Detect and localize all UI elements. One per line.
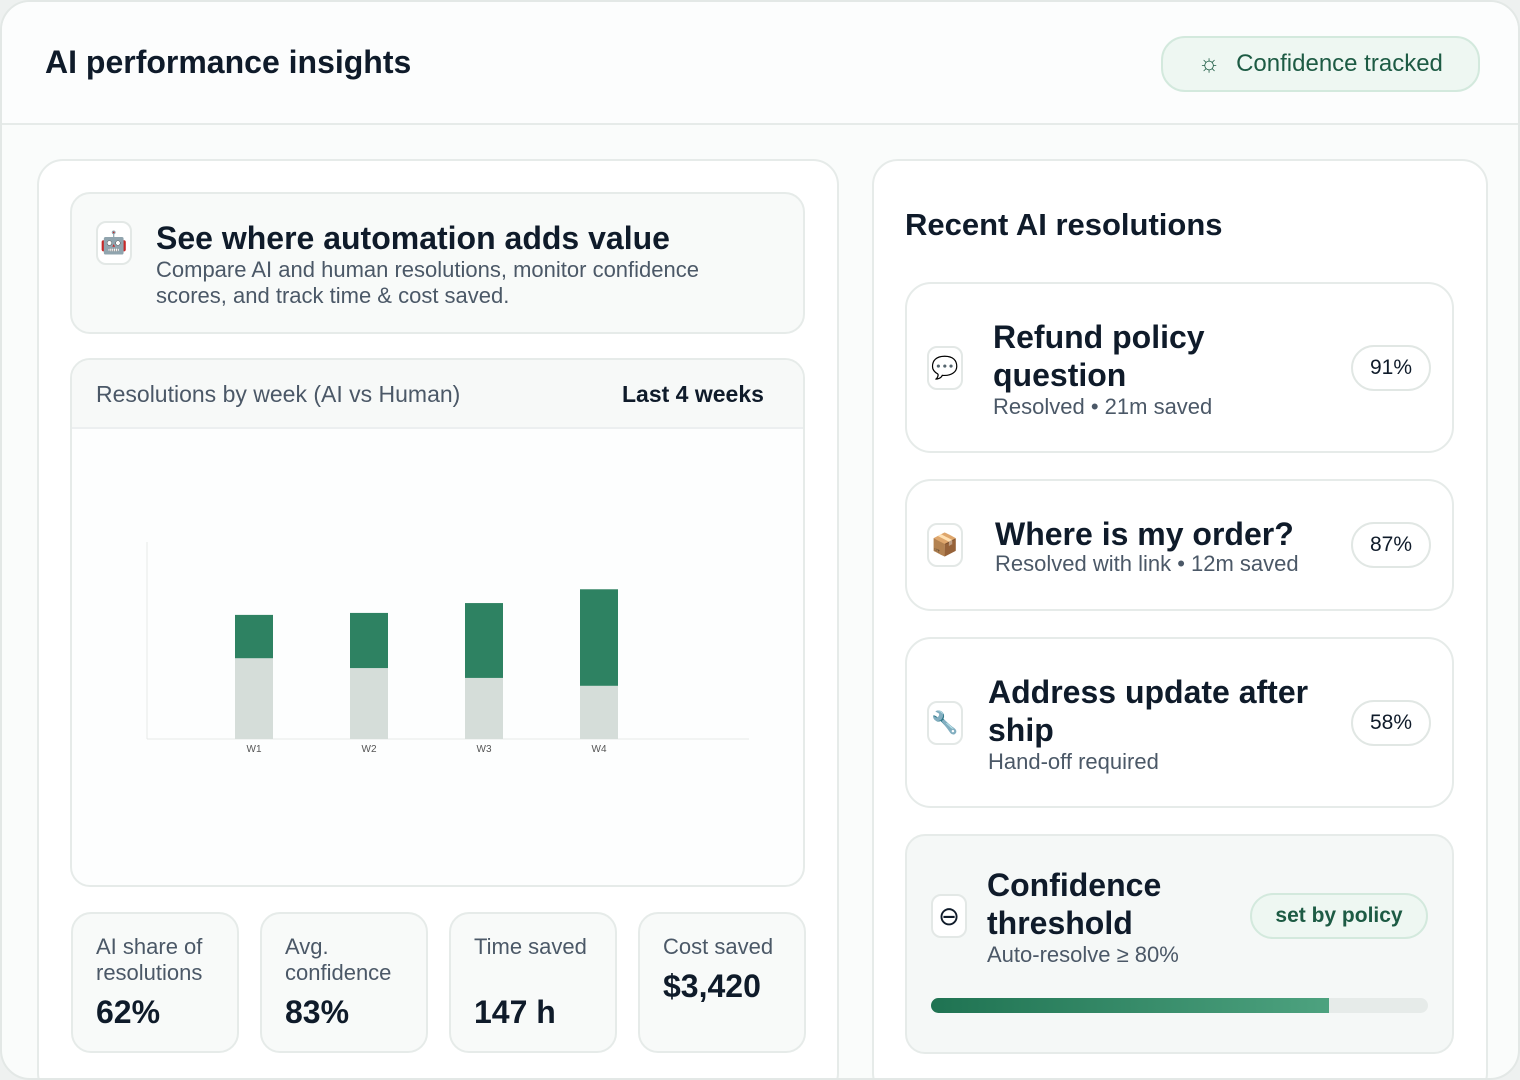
bar — [465, 677, 503, 739]
intro-title: See where automation adds value — [156, 220, 670, 256]
progress-fill — [931, 998, 1329, 1013]
chart-title: Resolutions by week (AI vs Human) — [96, 381, 461, 407]
bar — [580, 589, 618, 686]
stat-card — [71, 912, 239, 1053]
threshold-text: Auto-resolve ≥ 80% — [987, 942, 1179, 967]
robot-icon: 🤖 — [96, 221, 132, 265]
stat-card — [449, 912, 617, 1053]
item-meta: Resolved • 21m saved — [993, 394, 1212, 420]
stat-label: Time saved — [474, 934, 587, 959]
stat-card — [638, 912, 806, 1053]
confidence-pill: 87% — [1351, 522, 1431, 568]
status-badge: ☼ Confidence tracked — [1161, 36, 1480, 92]
item-status: Hand-off required — [988, 748, 1159, 774]
threshold-title: Confidence threshold — [987, 867, 1162, 941]
intro-text: Compare AI and human resolutions, monito… — [156, 257, 699, 308]
bar — [350, 612, 388, 669]
item-detail: 21m saved — [1104, 393, 1213, 419]
page-title: AI performance insights — [45, 44, 412, 80]
stat-label: AI share of resolutions — [96, 934, 203, 985]
stat-value: $3,420 — [663, 968, 761, 1004]
policy-badge: set by policy — [1250, 893, 1428, 939]
stat-label: Cost saved — [663, 934, 774, 959]
badge-text: Confidence tracked — [1236, 50, 1443, 77]
item-status: Resolved with link — [995, 551, 1172, 576]
item-title: Address update after ship — [988, 673, 1309, 748]
item-title: Where is my order? — [995, 516, 1294, 552]
item-meta: Hand-off required — [988, 749, 1159, 775]
x-tick-label: W4 — [592, 744, 607, 755]
bar — [350, 668, 388, 739]
item-detail: 12m saved — [1191, 551, 1299, 576]
stat-card — [260, 912, 428, 1053]
bar — [465, 603, 503, 678]
stat-label: Avg. confidence — [285, 934, 392, 985]
confidence-pill: 91% — [1351, 344, 1431, 391]
threshold-icon: ⊖ — [931, 894, 967, 938]
x-tick-label: W3 — [477, 744, 492, 755]
separator: • — [1084, 393, 1105, 419]
separator: • — [1171, 551, 1192, 576]
stat-value: 83% — [285, 994, 350, 1030]
chart-card — [70, 358, 805, 887]
item-title: Refund policy question — [993, 318, 1205, 393]
x-tick-label: W1 — [247, 744, 262, 755]
chart-range: Last 4 weeks — [622, 381, 764, 407]
item-icon: 🔧 — [927, 700, 963, 745]
stat-value: 62% — [96, 994, 161, 1030]
chart-header — [72, 360, 803, 429]
bar — [235, 614, 273, 659]
item-icon: 📦 — [927, 523, 963, 567]
item-meta: Resolved with link • 12m saved — [995, 551, 1299, 577]
stat-value: 147 h — [474, 994, 556, 1030]
threshold-card — [905, 834, 1454, 1054]
bar — [235, 658, 273, 739]
intro-card — [70, 192, 805, 334]
item-icon: 💬 — [927, 345, 963, 390]
bar — [580, 685, 618, 739]
item-status: Resolved — [993, 393, 1085, 419]
progress-track — [931, 998, 1428, 1013]
x-tick-label: W2 — [362, 744, 377, 755]
chart: W1 W2 W3 W4 — [146, 542, 749, 755]
confidence-pill: 58% — [1351, 699, 1431, 746]
resolutions-title: Recent AI resolutions — [905, 207, 1223, 242]
